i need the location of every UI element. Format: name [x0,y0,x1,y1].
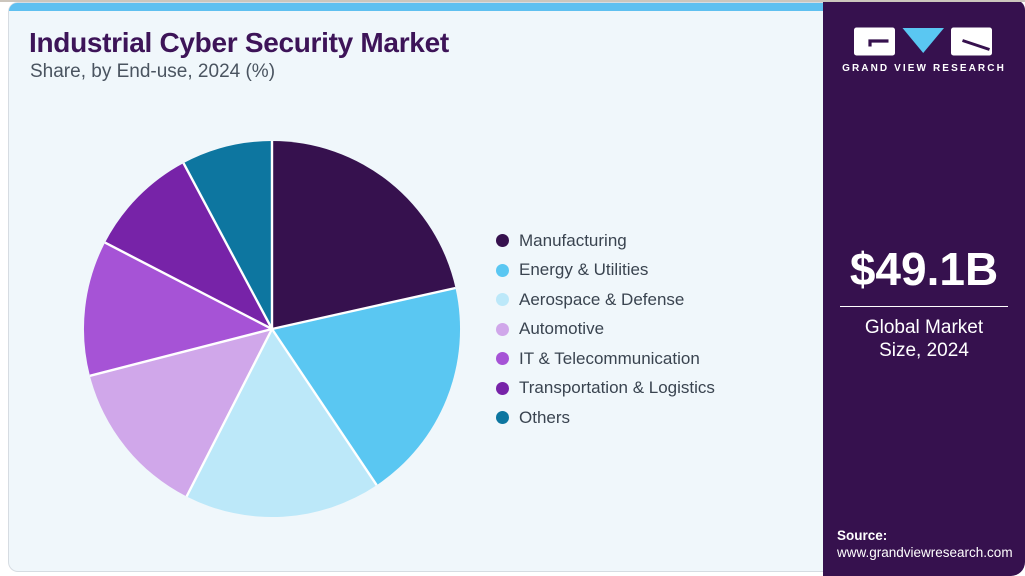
legend-swatch-icon [496,381,509,395]
legend-label: Transportation & Logistics [519,378,715,397]
brand-name: GRAND VIEW RESEARCH [842,63,1006,74]
pie-slice-energy-utilities [272,288,461,486]
slice-separator [89,327,273,377]
legend-item-transportation-logistics: Transportation & Logistics [496,378,715,397]
legend-item-aerospace-defense: Aerospace & Defense [496,289,715,309]
slice-separator [271,286,456,331]
logo-v-triangle-icon [902,28,944,53]
source-label: Source: [837,528,888,543]
top-edge-line [0,0,1025,2]
legend-swatch-icon [496,293,509,306]
legend-label: Manufacturing [519,230,627,250]
legend-item-others: Others [496,407,715,427]
pie-slice-it-telecommunication [83,242,272,376]
page-title: Industrial Cyber Security Market [29,27,449,58]
gvr-logo: GRAND VIEW RESEARCH [823,27,1025,74]
chart-legend: Manufacturing Energy & Utilities Aerospace… [496,230,715,439]
legend-label: Others [519,407,571,427]
market-size-block: $49.1B Global Market Size, 2024 [823,242,1025,362]
top-accent-bar [9,3,824,11]
legend-item-manufacturing: Manufacturing [496,230,715,250]
brand-panel: GRAND VIEW RESEARCH $49.1B Global Market… [823,0,1025,576]
legend-swatch-icon [496,322,509,336]
legend-label: IT & Telecommunication [519,348,700,368]
logo-r-block-icon [951,27,992,56]
market-size-value: $49.1B [849,243,999,295]
pie-slice-aerospace-defense [186,329,377,518]
pie-slice-transportation-logistics [105,163,272,329]
chart-card: Industrial Cyber Security Market Share, … [8,2,824,572]
legend-swatch-icon [496,352,509,365]
legend-item-it-telecommunication: IT & Telecommunication [496,348,715,368]
legend-label: Aerospace & Defense [519,289,685,309]
slice-separator [104,241,273,331]
logo-g-block-icon [854,27,895,56]
legend-swatch-icon [496,263,509,277]
legend-swatch-icon [496,411,509,424]
market-size-divider [840,306,1008,307]
pie-slice-automotive [89,329,273,497]
pie-slice-manufacturing [272,141,456,329]
source-block: Source: www.grandviewresearch.com [837,528,1013,560]
page-subtitle: Share, by End-use, 2024 (%) [30,61,276,82]
slice-separator [182,162,274,330]
legend-label: Energy & Utilities [519,260,649,279]
source-url: www.grandviewresearch.com [837,545,1013,560]
market-size-label: Global Market Size, 2024 [864,317,984,362]
pie-chart [83,140,461,518]
legend-item-energy-utilities: Energy & Utilities [496,260,715,279]
pie-slice-others [183,140,272,329]
legend-swatch-icon [496,234,509,247]
slice-separator [271,328,378,486]
gvr-logo-mark [854,27,992,56]
legend-item-automotive: Automotive [496,319,715,338]
slice-separator [185,328,274,498]
legend-label: Automotive [519,319,605,338]
